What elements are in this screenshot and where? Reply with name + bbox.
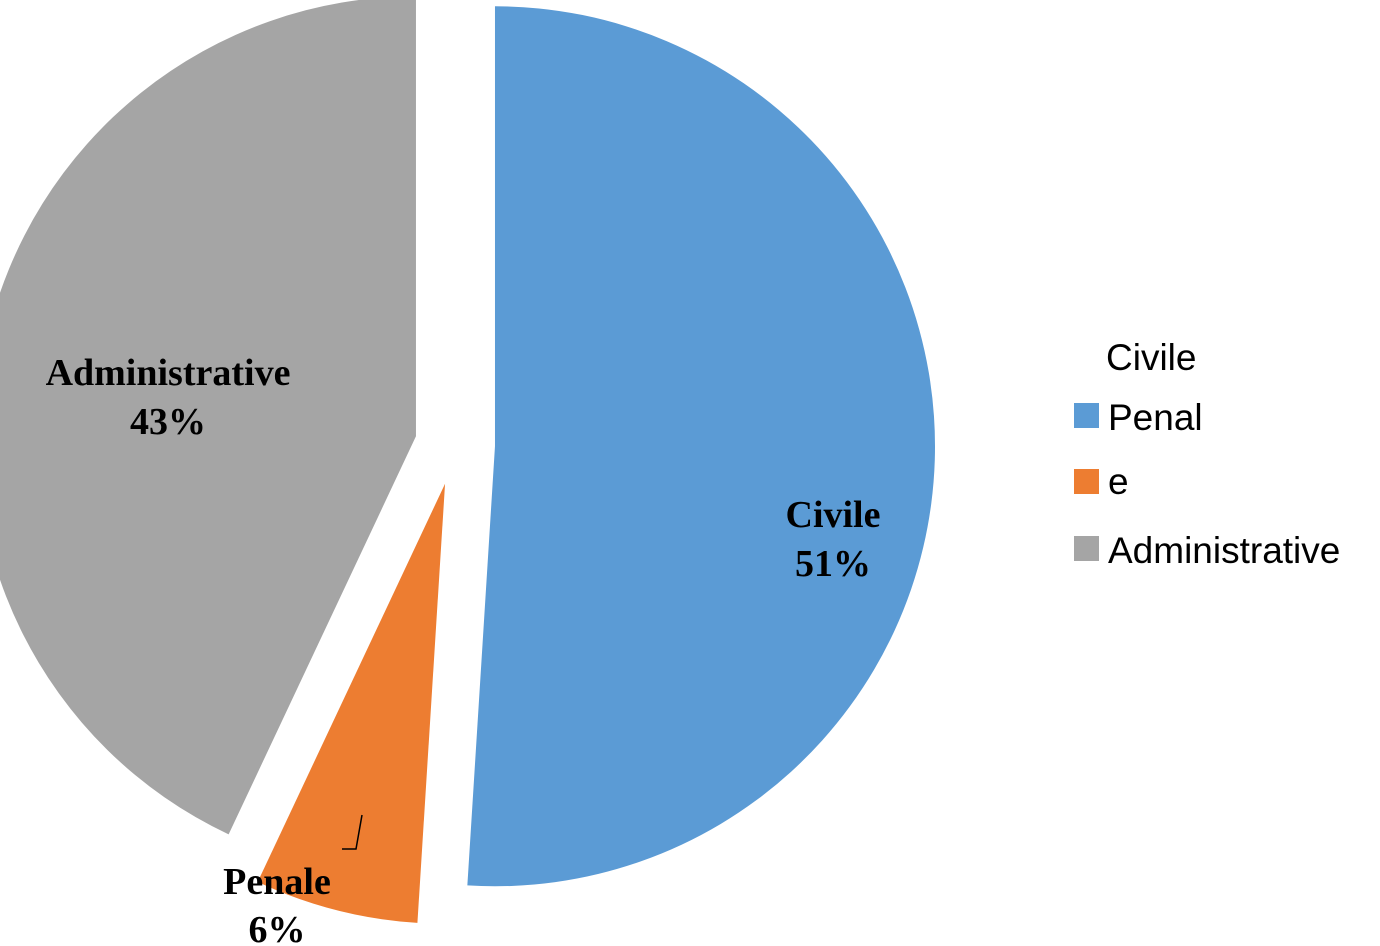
pie-slices <box>0 0 936 923</box>
pie-slice-civile <box>467 6 936 887</box>
legend-text-e: e <box>1108 461 1129 502</box>
pie-slice-administrative <box>0 0 416 835</box>
legend-swatch-blue <box>1074 403 1099 428</box>
pie-slice-penale <box>257 483 446 923</box>
slice-label-penale-name: Penale <box>223 861 331 903</box>
legend-swatch-orange <box>1074 469 1099 494</box>
legend-swatch-gray <box>1074 536 1099 561</box>
legend-text-civile: Civile <box>1106 337 1196 378</box>
slice-label-civile-pct: 51% <box>795 543 871 585</box>
penale-leader-line <box>342 814 363 850</box>
slice-label-administrative-name: Administrative <box>46 352 291 394</box>
slice-label-civile-name: Civile <box>786 494 881 536</box>
legend: Civile Penal e Administrative <box>1074 337 1340 571</box>
slice-label-administrative-pct: 43% <box>130 401 206 443</box>
slice-label-penale-pct: 6% <box>249 909 306 946</box>
legend-text-administrative: Administrative <box>1108 530 1340 571</box>
legend-text-penal: Penal <box>1108 397 1203 438</box>
